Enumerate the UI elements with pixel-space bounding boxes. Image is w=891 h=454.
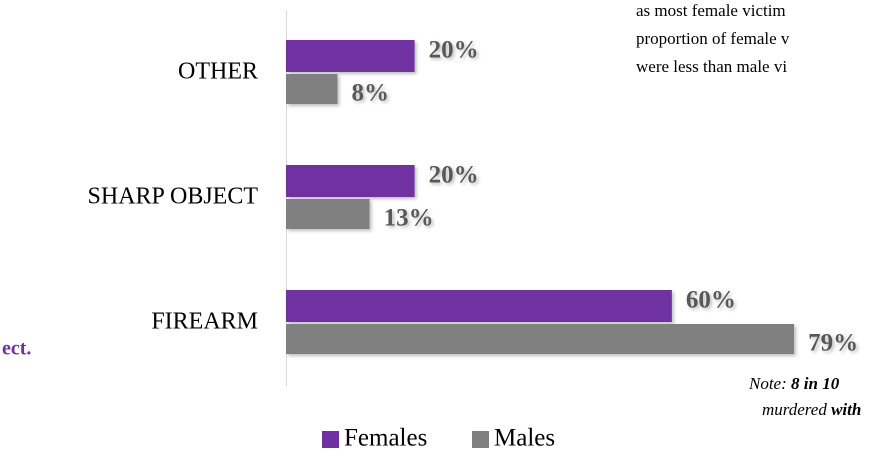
category-label: SHARP OBJECT — [88, 184, 259, 210]
legend-label: Females — [344, 425, 427, 452]
value-label: 20% — [429, 37, 479, 64]
legend-swatch — [322, 431, 339, 448]
category-label: OTHER — [178, 59, 258, 85]
value-label: 20% — [429, 162, 479, 189]
annotation: as most female victim — [636, 1, 786, 20]
note-text: murdered — [762, 400, 831, 419]
annotation: were less than male vi — [636, 57, 787, 76]
legend-swatch — [472, 431, 489, 448]
note-text: with — [831, 400, 861, 419]
value-label: 8% — [351, 80, 389, 107]
bar — [286, 199, 370, 229]
bar — [286, 324, 795, 354]
note: murdered with — [762, 400, 861, 419]
value-label: 60% — [686, 287, 736, 314]
legend-label: Males — [494, 425, 555, 452]
note-text: 8 in 10 — [791, 374, 840, 393]
value-label: 79% — [808, 330, 858, 357]
bar — [286, 74, 338, 104]
annotation: ect. — [2, 338, 31, 360]
category-label: FIREARM — [151, 309, 258, 335]
annotation: proportion of female v — [636, 29, 790, 48]
note: Note: 8 in 10 — [748, 374, 840, 393]
bar — [286, 290, 672, 322]
value-label: 13% — [384, 205, 434, 232]
bar — [286, 165, 415, 197]
bar — [286, 40, 415, 72]
note-text: Note: — [748, 374, 791, 393]
